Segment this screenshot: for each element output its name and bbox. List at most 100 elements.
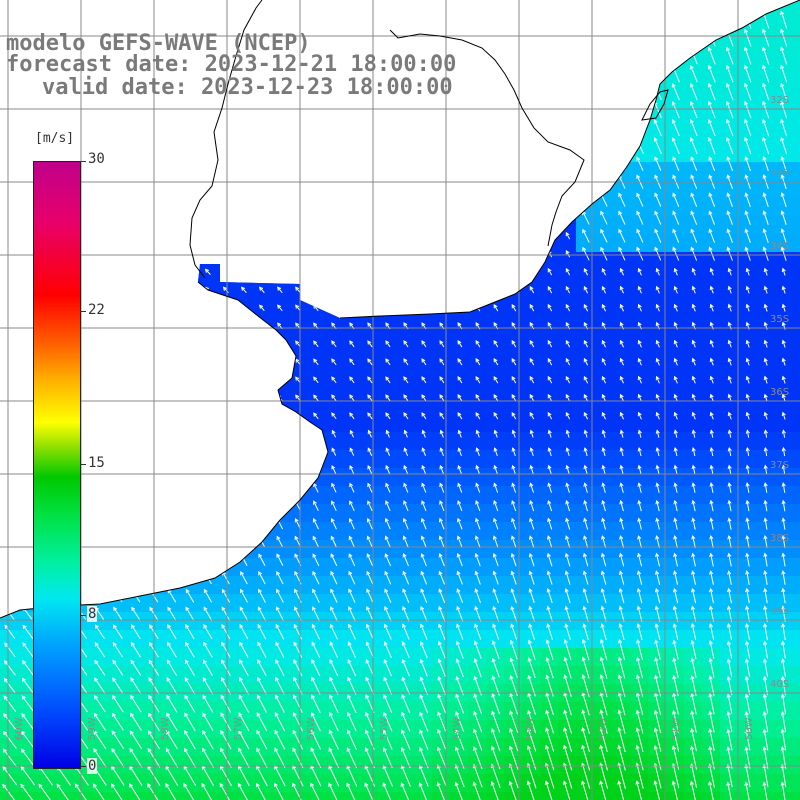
speed-cell bbox=[144, 666, 163, 685]
wind-arrow bbox=[475, 517, 481, 530]
speed-cell bbox=[612, 594, 631, 613]
wind-arrow bbox=[385, 429, 390, 438]
wind-arrow bbox=[727, 446, 732, 457]
wind-arrow bbox=[708, 728, 715, 751]
speed-cell bbox=[450, 558, 469, 577]
wind-arrow bbox=[329, 641, 339, 658]
speed-cell bbox=[774, 630, 793, 649]
wind-arrow bbox=[526, 780, 537, 800]
speed-cell bbox=[612, 504, 631, 523]
wind-arrow bbox=[4, 660, 16, 676]
wind-arrow bbox=[256, 694, 267, 713]
wind-arrow bbox=[708, 605, 715, 622]
speed-cell bbox=[558, 450, 577, 469]
wind-arrow bbox=[582, 552, 589, 567]
speed-cell bbox=[774, 144, 793, 163]
wind-arrow bbox=[529, 429, 534, 438]
wind-arrow bbox=[545, 639, 554, 660]
speed-cell bbox=[666, 738, 685, 757]
speed-cell bbox=[612, 234, 631, 253]
wind-arrow bbox=[745, 285, 750, 294]
wind-arrow bbox=[439, 376, 445, 384]
wind-arrow bbox=[129, 747, 143, 768]
speed-cell bbox=[648, 360, 667, 379]
speed-cell bbox=[450, 666, 469, 685]
speed-cell bbox=[540, 558, 559, 577]
speed-cell bbox=[648, 144, 667, 163]
wind-arrow bbox=[762, 246, 769, 261]
wind-arrow bbox=[763, 517, 768, 530]
speed-cell bbox=[486, 630, 505, 649]
wind-arrow bbox=[637, 535, 642, 549]
speed-cell bbox=[702, 468, 721, 487]
speed-cell bbox=[396, 360, 415, 379]
speed-cell bbox=[216, 666, 235, 685]
wind-arrow bbox=[293, 694, 303, 713]
speed-cell bbox=[792, 54, 800, 73]
speed-cell bbox=[612, 324, 631, 343]
wind-arrow bbox=[619, 429, 624, 438]
speed-cell bbox=[756, 360, 775, 379]
wind-arrow bbox=[473, 657, 482, 678]
speed-cell bbox=[324, 576, 343, 595]
wind-arrow bbox=[563, 709, 572, 734]
wind-arrow bbox=[256, 747, 268, 768]
speed-cell bbox=[792, 72, 800, 91]
speed-cell bbox=[774, 90, 793, 109]
wind-arrow bbox=[565, 357, 571, 366]
speed-cell bbox=[522, 720, 541, 739]
wind-arrow bbox=[781, 446, 786, 457]
speed-cell bbox=[648, 126, 667, 145]
speed-cell bbox=[378, 450, 397, 469]
speed-cell bbox=[756, 126, 775, 145]
wind-arrow bbox=[4, 624, 16, 639]
wind-arrow bbox=[529, 285, 535, 294]
speed-cell bbox=[522, 432, 541, 451]
speed-cell bbox=[630, 468, 649, 487]
wind-arrow bbox=[600, 587, 607, 604]
speed-cell bbox=[198, 666, 217, 685]
wind-arrow bbox=[184, 694, 196, 713]
speed-cell bbox=[414, 648, 433, 667]
speed-cell bbox=[648, 540, 667, 559]
speed-cell bbox=[378, 504, 397, 523]
wind-arrow bbox=[400, 746, 411, 769]
wind-arrow bbox=[708, 192, 716, 207]
wind-arrow bbox=[418, 746, 429, 769]
speed-cell bbox=[360, 738, 379, 757]
wind-arrow bbox=[528, 588, 535, 604]
wind-arrow bbox=[20, 766, 36, 786]
speed-cell bbox=[126, 594, 145, 613]
wind-arrow bbox=[762, 118, 770, 137]
wind-arrow bbox=[744, 100, 752, 119]
wind-arrow bbox=[781, 587, 786, 604]
wind-arrow bbox=[673, 552, 678, 567]
speed-cell bbox=[306, 378, 325, 397]
wind-arrow bbox=[601, 499, 606, 512]
wind-arrow bbox=[780, 64, 788, 83]
wind-arrow bbox=[402, 535, 409, 548]
wind-arrow bbox=[492, 552, 499, 567]
wind-arrow bbox=[601, 411, 607, 420]
wind-arrow bbox=[581, 726, 590, 753]
wind-arrow bbox=[727, 464, 732, 475]
speed-cell bbox=[648, 648, 667, 667]
speed-cell bbox=[522, 702, 541, 721]
speed-cell bbox=[396, 702, 415, 721]
speed-cell bbox=[576, 666, 595, 685]
wind-arrow bbox=[275, 641, 285, 658]
wind-arrow bbox=[619, 339, 624, 348]
speed-cell bbox=[576, 288, 595, 307]
speed-cell bbox=[324, 774, 343, 793]
wind-arrow bbox=[384, 570, 392, 585]
wind-arrow bbox=[385, 340, 391, 348]
lon-label-51w: 51W bbox=[671, 717, 682, 740]
lon-label-53w: 53W bbox=[525, 717, 536, 740]
speed-cell bbox=[630, 414, 649, 433]
speed-cell bbox=[666, 468, 685, 487]
wind-arrow bbox=[473, 728, 483, 751]
speed-cell bbox=[648, 594, 667, 613]
speed-cell bbox=[684, 522, 703, 541]
speed-cell bbox=[324, 450, 343, 469]
speed-cell bbox=[468, 468, 487, 487]
